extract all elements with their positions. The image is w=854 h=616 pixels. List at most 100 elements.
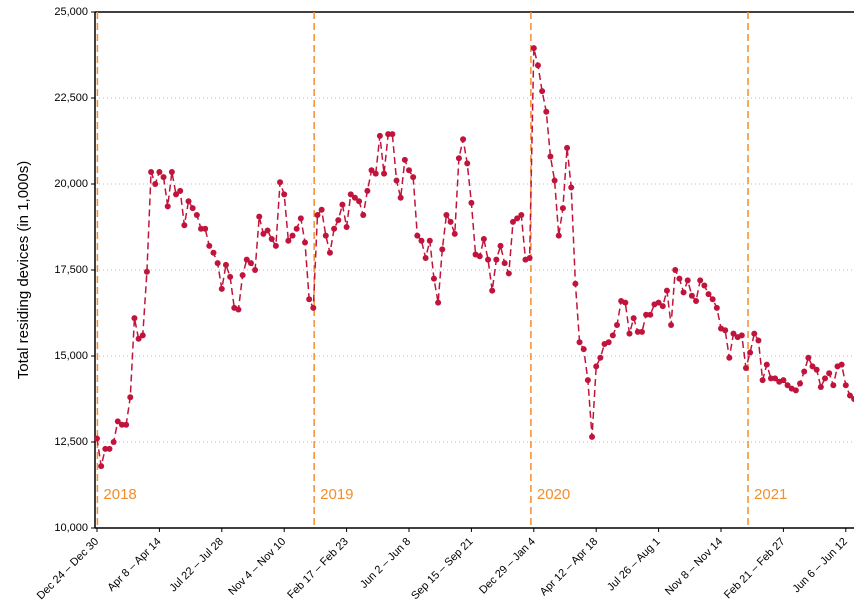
point <box>767 375 774 382</box>
point <box>98 463 105 470</box>
x-tick-label: Apr 8 – Apr 14 <box>105 536 163 594</box>
point <box>356 198 363 205</box>
point <box>410 174 417 181</box>
point <box>792 387 799 394</box>
point <box>322 232 329 239</box>
point <box>372 170 379 177</box>
point <box>131 315 138 322</box>
point <box>576 339 583 346</box>
x-tick-label: Dec 29 – Jan 4 <box>477 536 538 597</box>
point <box>139 332 146 339</box>
point <box>809 363 816 370</box>
point <box>385 131 392 138</box>
point <box>559 205 566 212</box>
point <box>264 227 271 234</box>
point <box>102 445 109 452</box>
point <box>397 194 404 201</box>
point <box>106 445 113 452</box>
point <box>763 361 770 368</box>
point <box>797 380 804 387</box>
point <box>314 211 321 218</box>
point <box>534 62 541 69</box>
point <box>730 330 737 337</box>
point <box>260 230 267 237</box>
point <box>476 253 483 260</box>
point <box>547 153 554 160</box>
point <box>310 304 317 311</box>
x-tick-label: Jun 2 – Jun 8 <box>358 536 413 591</box>
point <box>663 287 670 294</box>
point <box>485 256 492 263</box>
point <box>302 239 308 246</box>
x-tick-label: Jul 22 – Jul 28 <box>167 536 226 595</box>
point <box>148 168 155 175</box>
point <box>693 297 700 304</box>
point <box>580 346 587 353</box>
point <box>156 168 163 175</box>
point <box>214 260 221 267</box>
point <box>289 232 296 239</box>
point <box>389 131 396 138</box>
point <box>343 224 350 230</box>
point <box>430 275 437 282</box>
point <box>722 327 729 334</box>
point <box>360 211 367 218</box>
point <box>659 303 666 310</box>
point <box>368 167 375 174</box>
point <box>447 218 454 225</box>
point <box>318 206 325 213</box>
point <box>460 136 467 143</box>
point <box>393 177 400 184</box>
point <box>526 254 533 261</box>
point <box>272 242 279 249</box>
point <box>326 249 333 256</box>
point <box>435 299 442 306</box>
point <box>614 322 620 329</box>
point <box>335 217 342 224</box>
point <box>127 394 134 401</box>
point <box>813 366 820 373</box>
year-label: 2020 <box>537 486 570 503</box>
point <box>759 377 766 384</box>
point <box>584 377 591 384</box>
point <box>331 225 338 232</box>
year-label: 2019 <box>320 486 353 503</box>
point <box>543 108 550 115</box>
point <box>218 285 225 292</box>
point <box>164 203 171 210</box>
point <box>539 88 546 95</box>
point <box>468 199 475 206</box>
point <box>193 211 200 218</box>
x-tick-label: Feb 17 – Feb 23 <box>285 536 351 602</box>
point <box>801 368 808 375</box>
y-tick-label: 10,000 <box>54 522 88 534</box>
point <box>680 289 687 296</box>
point <box>464 160 471 167</box>
x-tick-label: Sep 15 – Sep 21 <box>409 536 475 602</box>
point <box>426 237 433 244</box>
point <box>742 365 749 372</box>
point <box>297 215 304 222</box>
point <box>306 296 313 303</box>
point <box>634 328 641 335</box>
point <box>152 181 159 187</box>
point <box>239 272 246 279</box>
point <box>784 382 791 389</box>
point <box>443 211 450 218</box>
point <box>118 421 125 428</box>
x-tick-label: Nov 4 – Nov 10 <box>226 536 288 598</box>
point <box>177 187 184 194</box>
point <box>206 242 213 249</box>
y-tick-label: 17,500 <box>54 264 88 276</box>
point <box>406 167 412 174</box>
point <box>705 291 712 298</box>
point <box>555 232 562 239</box>
point <box>505 270 512 277</box>
point <box>605 339 612 346</box>
point <box>805 354 812 361</box>
point <box>401 156 408 163</box>
point <box>227 273 234 280</box>
point <box>747 349 754 356</box>
